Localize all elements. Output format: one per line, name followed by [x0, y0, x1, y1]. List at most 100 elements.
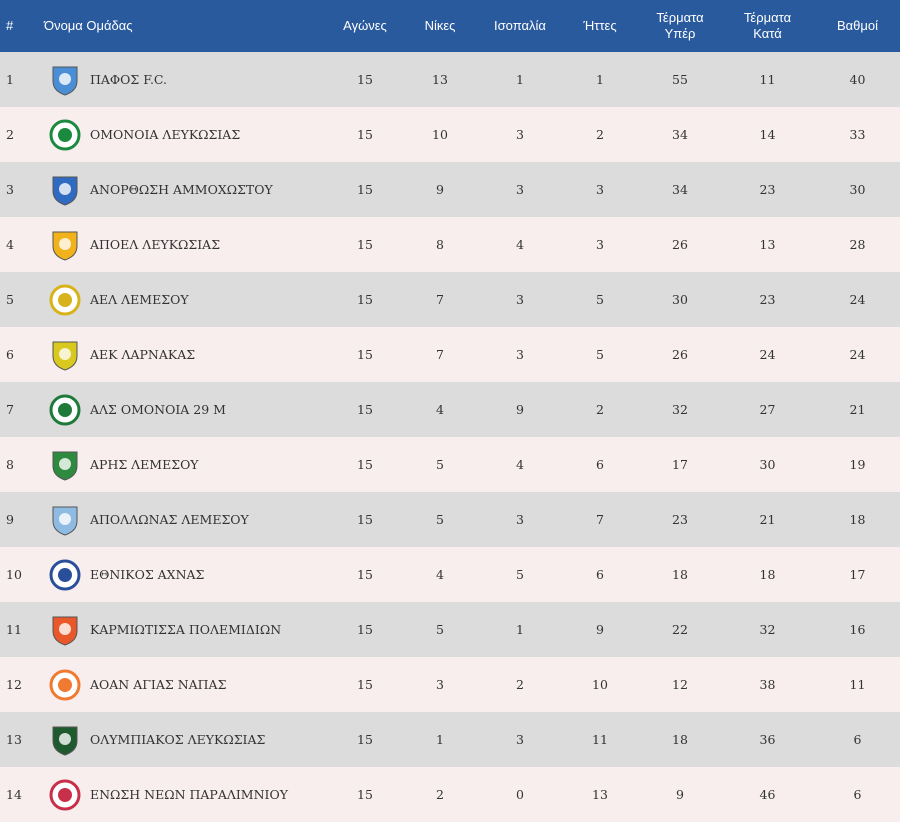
header-team-name[interactable]: Όνομα Ομάδας: [44, 18, 133, 33]
losses-cell: 6: [596, 457, 604, 472]
position-cell: 11: [6, 622, 22, 637]
wins-cell: 5: [436, 622, 444, 637]
header-goals-against[interactable]: Τέρματα Κατά: [720, 0, 815, 52]
team-name[interactable]: ΑΟΑΝ ΑΓΙΑΣ ΝΑΠΑΣ: [90, 677, 227, 692]
points-cell: 21: [849, 402, 866, 417]
played-cell: 15: [357, 237, 373, 252]
team-name[interactable]: ΟΛΥΜΠΙΑΚΟΣ ΛΕΥΚΩΣΙΑΣ: [90, 732, 266, 747]
team-name[interactable]: ΚΑΡΜΙΩΤΙΣΣΑ ΠΟΛΕΜΙΔΙΩΝ: [90, 622, 282, 637]
goals-against-cell: 32: [759, 622, 776, 637]
table-row[interactable]: 3 ΑΝΟΡΘΩΣΗ ΑΜΜΟΧΩΣΤΟΥ 15 9 3 3 34 23 30: [0, 162, 900, 217]
played-cell: 15: [357, 457, 373, 472]
draws-cell: 3: [516, 292, 524, 307]
draws-cell: 4: [516, 237, 524, 252]
team-cell[interactable]: ΑΡΗΣ ΛΕΜΕΣΟΥ: [40, 437, 330, 492]
team-name[interactable]: ΟΜΟΝΟΙΑ ΛΕΥΚΩΣΙΑΣ: [90, 127, 241, 142]
team-cell[interactable]: ΟΛΥΜΠΙΑΚΟΣ ΛΕΥΚΩΣΙΑΣ: [40, 712, 330, 767]
goals-against-cell: 14: [759, 127, 776, 142]
goals-for-cell: 9: [676, 787, 684, 802]
wins-cell: 4: [436, 567, 444, 582]
draws-cell: 5: [516, 567, 524, 582]
played-cell: 15: [357, 677, 373, 692]
team-cell[interactable]: ΑΛΣ ΟΜΟΝΟΙΑ 29 Μ: [40, 382, 330, 437]
wins-cell: 10: [432, 127, 448, 142]
table-row[interactable]: 7 ΑΛΣ ΟΜΟΝΟΙΑ 29 Μ 15 4 9 2 32 27 21: [0, 382, 900, 437]
table-row[interactable]: 12 ΑΟΑΝ ΑΓΙΑΣ ΝΑΠΑΣ 15 3 2 10 12 38 11: [0, 657, 900, 712]
team-name[interactable]: ΑΛΣ ΟΜΟΝΟΙΑ 29 Μ: [90, 402, 226, 417]
goals-against-cell: 30: [759, 457, 776, 472]
team-name[interactable]: ΑΕΛ ΛΕΜΕΣΟΥ: [90, 292, 189, 307]
header-goals-against-line1: Τέρματα: [743, 10, 792, 25]
losses-cell: 6: [596, 567, 604, 582]
points-cell: 17: [849, 567, 866, 582]
played-cell: 15: [357, 292, 373, 307]
team-cell[interactable]: ΑΕΚ ΛΑΡΝΑΚΑΣ: [40, 327, 330, 382]
als-omonoia-crest-icon: [46, 391, 84, 429]
position-cell: 4: [6, 237, 14, 252]
goals-against-cell: 46: [759, 787, 776, 802]
losses-cell: 9: [596, 622, 604, 637]
table-row[interactable]: 14 ΕΝΩΣΗ ΝΕΩΝ ΠΑΡΑΛΙΜΝΙΟΥ 15 2 0 13 9 46…: [0, 767, 900, 822]
team-cell[interactable]: ΑΕΛ ΛΕΜΕΣΟΥ: [40, 272, 330, 327]
losses-cell: 11: [592, 732, 608, 747]
team-cell[interactable]: ΑΠΟΕΛ ΛΕΥΚΩΣΙΑΣ: [40, 217, 330, 272]
losses-cell: 1: [596, 72, 604, 87]
team-name[interactable]: ΑΠΟΕΛ ΛΕΥΚΩΣΙΑΣ: [90, 237, 221, 252]
table-row[interactable]: 13 ΟΛΥΜΠΙΑΚΟΣ ΛΕΥΚΩΣΙΑΣ 15 1 3 11 18 36 …: [0, 712, 900, 767]
aek-crest-icon: [46, 336, 84, 374]
team-cell[interactable]: ΠΑΦΟΣ F.C.: [40, 52, 330, 107]
draws-cell: 3: [516, 732, 524, 747]
goals-for-cell: 32: [672, 402, 688, 417]
table-row[interactable]: 11 ΚΑΡΜΙΩΤΙΣΣΑ ΠΟΛΕΜΙΔΙΩΝ 15 5 1 9 22 32…: [0, 602, 900, 657]
header-losses[interactable]: Ήττες: [583, 18, 617, 33]
goals-for-cell: 34: [672, 182, 688, 197]
table-row[interactable]: 6 ΑΕΚ ΛΑΡΝΑΚΑΣ 15 7 3 5 26 24 24: [0, 327, 900, 382]
points-cell: 24: [849, 292, 866, 307]
team-cell[interactable]: ΕΘΝΙΚΟΣ ΑΧΝΑΣ: [40, 547, 330, 602]
omonoia-crest-icon: [46, 116, 84, 154]
header-played[interactable]: Αγώνες: [343, 18, 387, 33]
team-cell[interactable]: ΚΑΡΜΙΩΤΙΣΣΑ ΠΟΛΕΜΙΔΙΩΝ: [40, 602, 330, 657]
table-row[interactable]: 5 ΑΕΛ ΛΕΜΕΣΟΥ 15 7 3 5 30 23 24: [0, 272, 900, 327]
losses-cell: 3: [596, 237, 604, 252]
table-row[interactable]: 1 ΠΑΦΟΣ F.C. 15 13 1 1 55 11 40: [0, 52, 900, 107]
points-cell: 28: [849, 237, 866, 252]
team-cell[interactable]: ΕΝΩΣΗ ΝΕΩΝ ΠΑΡΑΛΙΜΝΙΟΥ: [40, 767, 330, 822]
header-position[interactable]: #: [6, 18, 14, 33]
goals-for-cell: 18: [672, 567, 688, 582]
position-cell: 10: [6, 567, 22, 582]
wins-cell: 8: [436, 237, 444, 252]
losses-cell: 2: [596, 127, 604, 142]
aris-crest-icon: [46, 446, 84, 484]
draws-cell: 4: [516, 457, 524, 472]
position-cell: 1: [6, 72, 14, 87]
table-row[interactable]: 4 ΑΠΟΕΛ ΛΕΥΚΩΣΙΑΣ 15 8 4 3 26 13 28: [0, 217, 900, 272]
header-wins[interactable]: Νίκες: [424, 18, 456, 33]
table-row[interactable]: 9 ΑΠΟΛΛΩΝΑΣ ΛΕΜΕΣΟΥ 15 5 3 7 23 21 18: [0, 492, 900, 547]
table-row[interactable]: 2 ΟΜΟΝΟΙΑ ΛΕΥΚΩΣΙΑΣ 15 10 3 2 34 14 33: [0, 107, 900, 162]
table-row[interactable]: 8 ΑΡΗΣ ΛΕΜΕΣΟΥ 15 5 4 6 17 30 19: [0, 437, 900, 492]
team-cell[interactable]: ΑΠΟΛΛΩΝΑΣ ΛΕΜΕΣΟΥ: [40, 492, 330, 547]
goals-for-cell: 18: [672, 732, 688, 747]
team-cell[interactable]: ΑΝΟΡΘΩΣΗ ΑΜΜΟΧΩΣΤΟΥ: [40, 162, 330, 217]
position-cell: 9: [6, 512, 14, 527]
team-cell[interactable]: ΟΜΟΝΟΙΑ ΛΕΥΚΩΣΙΑΣ: [40, 107, 330, 162]
team-cell[interactable]: ΑΟΑΝ ΑΓΙΑΣ ΝΑΠΑΣ: [40, 657, 330, 712]
team-name[interactable]: ΑΝΟΡΘΩΣΗ ΑΜΜΟΧΩΣΤΟΥ: [90, 182, 273, 197]
points-cell: 6: [853, 732, 862, 747]
team-name[interactable]: ΑΕΚ ΛΑΡΝΑΚΑΣ: [90, 347, 196, 362]
table-row[interactable]: 10 ΕΘΝΙΚΟΣ ΑΧΝΑΣ 15 4 5 6 18 18 17: [0, 547, 900, 602]
played-cell: 15: [357, 622, 373, 637]
team-name[interactable]: ΑΠΟΛΛΩΝΑΣ ΛΕΜΕΣΟΥ: [90, 512, 249, 527]
team-name[interactable]: ΕΝΩΣΗ ΝΕΩΝ ΠΑΡΑΛΙΜΝΙΟΥ: [90, 787, 288, 802]
goals-for-cell: 34: [672, 127, 688, 142]
team-name[interactable]: ΑΡΗΣ ΛΕΜΕΣΟΥ: [90, 457, 199, 472]
wins-cell: 7: [436, 292, 444, 307]
header-draws[interactable]: Ισοπαλία: [494, 18, 546, 33]
header-points[interactable]: Βαθμοί: [836, 18, 879, 33]
played-cell: 15: [357, 787, 373, 802]
header-goals-for[interactable]: Τέρματα Υπέρ: [640, 0, 720, 52]
team-name[interactable]: ΕΘΝΙΚΟΣ ΑΧΝΑΣ: [90, 567, 205, 582]
goals-for-cell: 22: [672, 622, 688, 637]
team-name[interactable]: ΠΑΦΟΣ F.C.: [90, 72, 168, 87]
